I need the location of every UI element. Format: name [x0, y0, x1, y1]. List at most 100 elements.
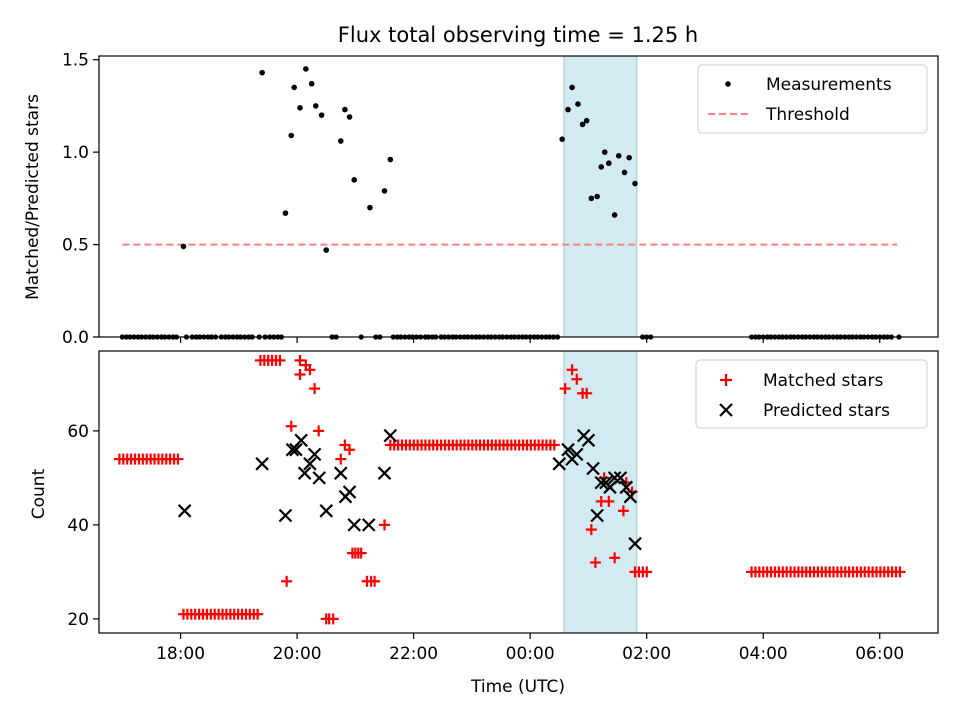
x-tick-label: 06:00 — [855, 644, 904, 664]
predicted-star-point — [607, 471, 622, 485]
legend-matched-marker — [720, 374, 732, 386]
measurement-point — [291, 84, 297, 91]
y-tick-label: 60 — [67, 422, 89, 442]
measurement-point — [259, 69, 265, 76]
y-tick-label: 0.0 — [62, 328, 89, 348]
top-shaded-region — [563, 55, 638, 338]
measurement-point — [282, 210, 289, 216]
y-tick-label: 1.0 — [62, 143, 89, 163]
measurement-point — [342, 106, 348, 113]
predicted-star-point — [594, 475, 609, 490]
matched-star-point — [355, 547, 367, 559]
top-axes-frame — [98, 55, 939, 338]
matched-star-point — [559, 383, 571, 395]
matched-star-point — [571, 373, 583, 385]
matched-star-point — [581, 387, 593, 399]
panel-bottom: 20 40 60 18:00 20:00 22:00 00:00 02:00 04:00 06:… — [29, 350, 939, 697]
predicted-star-point — [581, 433, 596, 448]
measurement-point — [565, 106, 571, 113]
measurement-point — [351, 177, 357, 183]
x-tick-label: 20:00 — [273, 644, 322, 664]
matched-star-point — [894, 566, 906, 578]
predicted-star-point — [623, 489, 638, 504]
matched-star-point — [344, 444, 356, 456]
top-x-ticks — [179, 337, 881, 343]
legend-predicted-marker — [719, 403, 733, 417]
measurement-point — [588, 195, 595, 202]
legend-measurements-label: Measurements — [766, 75, 892, 95]
matched-star-point — [281, 575, 293, 587]
matched-star-point — [566, 364, 578, 376]
measurement-point — [632, 180, 638, 187]
measurement-point — [323, 247, 330, 253]
y-tick-label: 0.5 — [62, 236, 89, 256]
bottom-x-ticks: 18:00 20:00 22:00 00:00 02:00 04:00 06:00 — [156, 633, 904, 664]
bottom-legend: Matched stars Predicted stars — [695, 359, 928, 429]
measurement-point — [621, 169, 628, 176]
measurement-point — [594, 193, 600, 200]
top-y-axis-label: Matched/Predicted stars — [23, 94, 43, 300]
predicted-star-point — [312, 471, 327, 485]
predicted-star-point — [342, 485, 357, 499]
predicted-star-point — [334, 466, 348, 480]
matched-star-point — [369, 575, 381, 587]
matched-star-point — [548, 439, 560, 451]
matched-star-point — [589, 557, 601, 568]
matched-star-point — [285, 420, 297, 432]
matched-stars-points — [113, 354, 906, 625]
measurement-point — [297, 104, 303, 111]
predicted-star-point — [377, 466, 392, 480]
matched-star-point — [609, 552, 621, 564]
figure-title: Flux total observing time = 1.25 h — [338, 23, 698, 47]
bottom-legend-frame — [695, 359, 928, 429]
measurement-point — [598, 164, 605, 170]
matched-star-point — [378, 519, 390, 531]
predicted-star-point — [347, 518, 361, 532]
predicted-star-point — [297, 466, 312, 480]
bottom-axes-frame — [98, 350, 939, 634]
measurement-point — [615, 153, 622, 159]
measurement-point — [180, 243, 187, 250]
matched-star-point — [252, 608, 264, 620]
predicted-star-point — [319, 504, 334, 518]
measurement-point — [318, 112, 325, 118]
measurement-point — [312, 103, 319, 109]
measurement-point — [583, 117, 590, 124]
matched-star-point — [617, 505, 629, 517]
measurement-point — [308, 80, 315, 87]
x-tick-label: 04:00 — [739, 644, 788, 664]
legend-measurements-marker — [725, 81, 731, 87]
legend-matched-label: Matched stars — [763, 371, 883, 391]
legend-predicted-label: Predicted stars — [763, 401, 890, 421]
matched-star-point — [335, 453, 347, 465]
predicted-star-point — [289, 442, 303, 457]
predicted-star-point — [303, 457, 317, 471]
matched-star-point — [641, 566, 653, 578]
predicted-star-point — [619, 480, 634, 495]
predicted-star-point — [177, 504, 192, 518]
measurement-point — [337, 138, 344, 144]
y-tick-label: 1.5 — [62, 51, 89, 71]
matched-star-point — [304, 364, 316, 376]
predicted-star-point — [586, 461, 600, 476]
matched-star-point — [309, 383, 321, 395]
matched-star-point — [313, 425, 325, 437]
top-legend-frame — [697, 64, 928, 134]
measurement-point — [559, 136, 565, 142]
predicted-star-point — [613, 471, 628, 485]
measurement-point — [303, 66, 309, 72]
measurement-point — [288, 132, 295, 139]
predicted-star-point — [383, 428, 398, 443]
predicted-star-point — [255, 457, 269, 471]
measurement-point — [569, 84, 575, 91]
predicted-star-point — [628, 536, 642, 551]
x-tick-label: 02:00 — [622, 644, 671, 664]
matched-star-point — [274, 354, 286, 366]
measurement-point — [606, 160, 612, 167]
predicted-star-point — [569, 447, 584, 462]
measurement-point — [579, 121, 586, 128]
bottom-y-axis-label: Count — [29, 468, 49, 519]
measurement-point — [575, 101, 581, 107]
legend-threshold-label: Threshold — [765, 105, 850, 125]
